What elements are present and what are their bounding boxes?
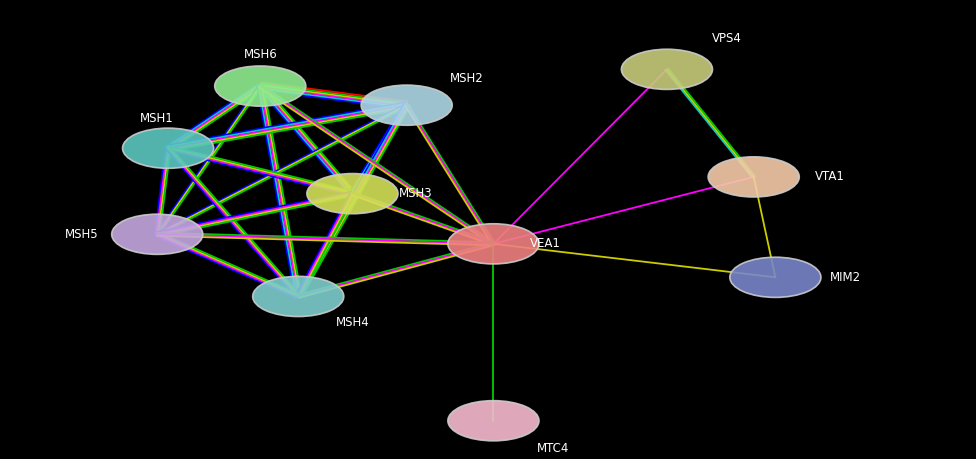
Circle shape xyxy=(448,401,539,441)
Circle shape xyxy=(215,66,305,106)
Text: MSH2: MSH2 xyxy=(449,73,483,85)
Text: MSH3: MSH3 xyxy=(398,187,432,200)
Circle shape xyxy=(448,224,539,264)
Text: MSH1: MSH1 xyxy=(141,112,174,125)
Circle shape xyxy=(622,49,712,90)
Circle shape xyxy=(730,257,821,297)
Text: MSH4: MSH4 xyxy=(336,316,369,329)
Circle shape xyxy=(123,128,214,168)
Circle shape xyxy=(709,157,799,197)
Text: VTA1: VTA1 xyxy=(815,170,844,184)
Circle shape xyxy=(306,174,398,214)
Text: VEA1: VEA1 xyxy=(530,237,561,250)
Text: MSH6: MSH6 xyxy=(243,49,277,62)
Text: MTC4: MTC4 xyxy=(537,442,569,455)
Circle shape xyxy=(253,276,344,317)
Text: MIM2: MIM2 xyxy=(831,271,862,284)
Text: VPS4: VPS4 xyxy=(712,32,742,45)
Circle shape xyxy=(111,214,203,254)
Text: MSH5: MSH5 xyxy=(64,228,99,241)
Circle shape xyxy=(361,85,452,125)
